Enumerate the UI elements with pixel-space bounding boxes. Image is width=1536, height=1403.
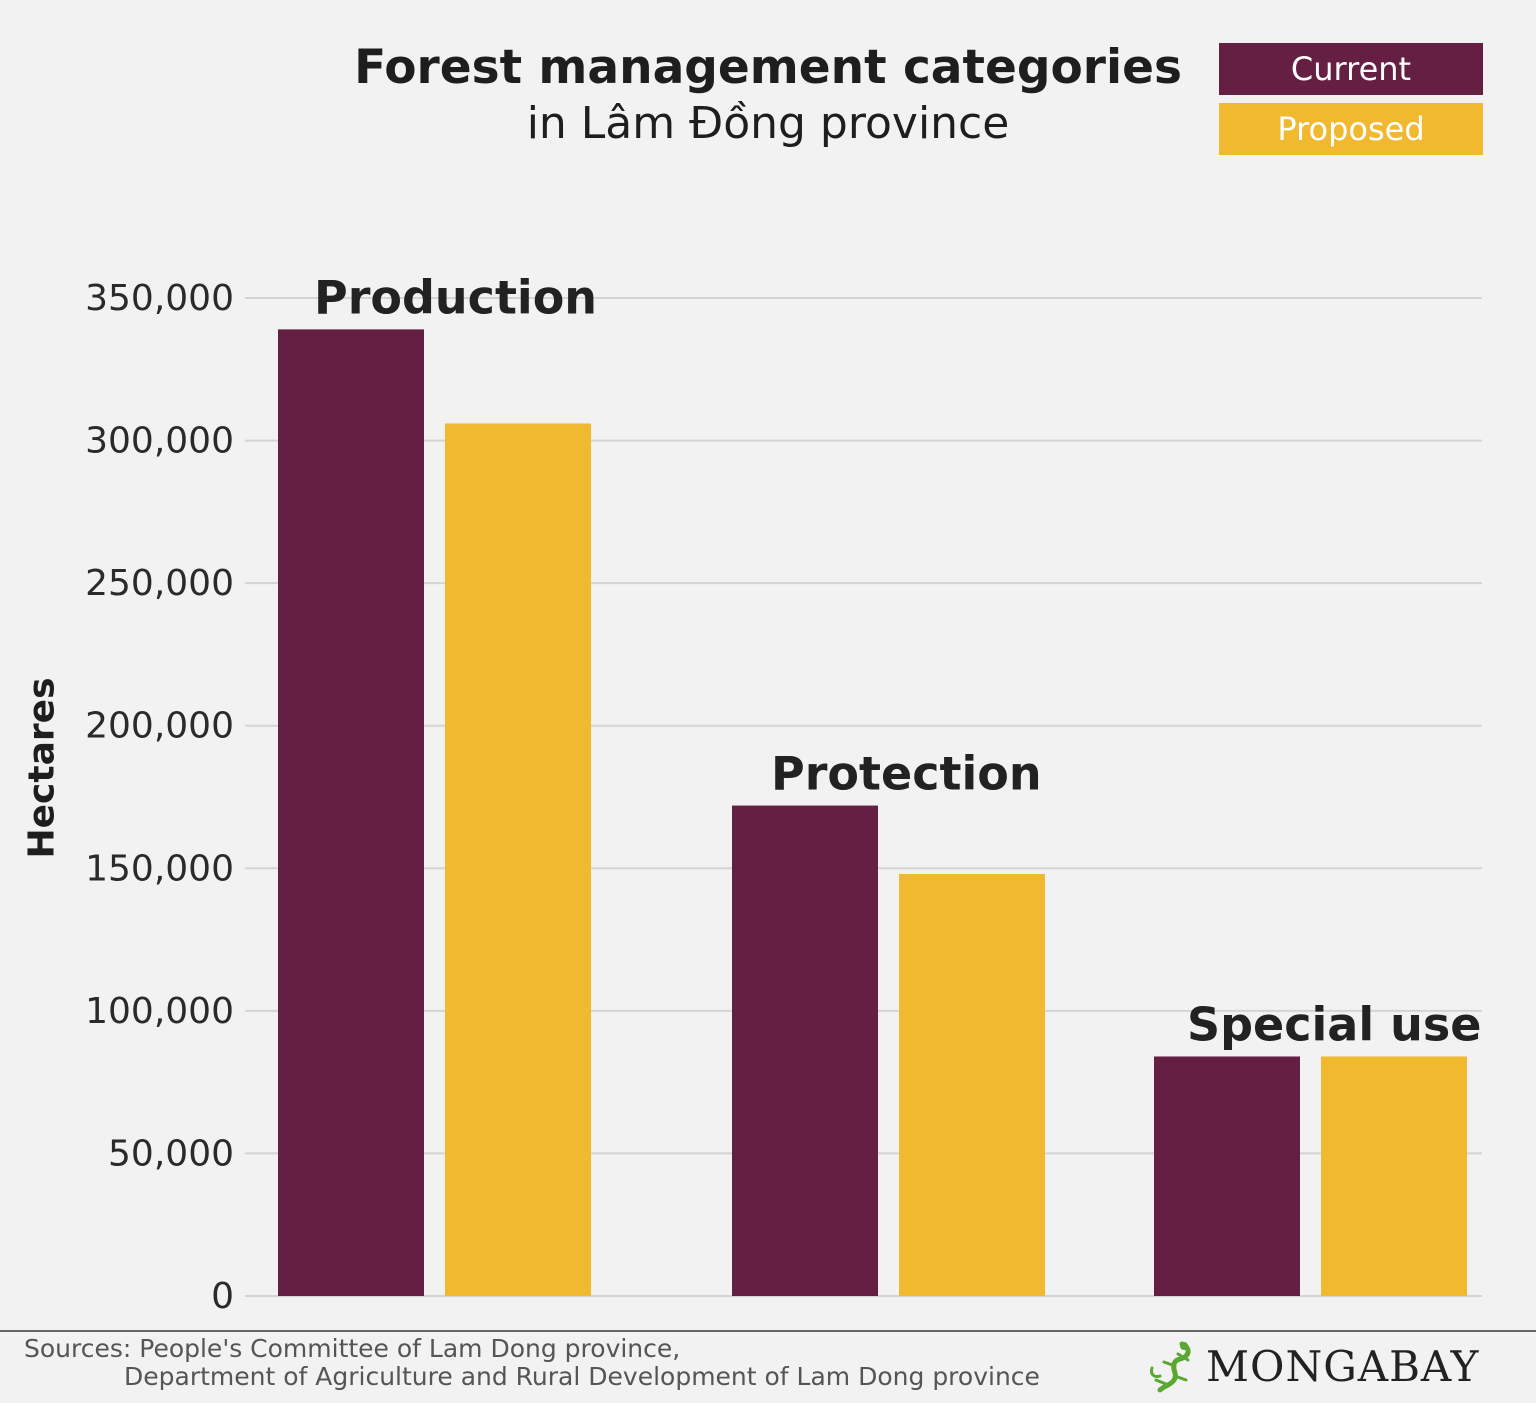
bar-production-current	[278, 329, 424, 1296]
category-label-production: Production	[314, 270, 597, 324]
footer-divider	[0, 1330, 1536, 1332]
mongabay-logo: MONGABAY	[1144, 1338, 1479, 1394]
source-line-1: Sources: People's Committee of Lam Dong …	[24, 1334, 681, 1363]
bar-protection-proposed	[899, 873, 1045, 1296]
y-tick-label-6: 300,000	[85, 421, 234, 462]
category-label-protection: Protection	[771, 747, 1042, 801]
bar-special-use-proposed	[1321, 1056, 1467, 1296]
chart-title: Forest management categories	[354, 40, 1182, 95]
bar-protection-current	[732, 805, 878, 1296]
chart-subtitle: in Lâm Đồng province	[526, 98, 1010, 149]
y-tick-label-7: 350,000	[85, 278, 234, 319]
gecko-icon	[1150, 1341, 1191, 1393]
bar-chart: 0 50,000 100,000 150,000 200,000 250,000 300,0…	[85, 270, 1482, 1317]
y-tick-label-5: 250,000	[85, 563, 234, 604]
source-line-2: Department of Agriculture and Rural Deve…	[124, 1362, 1040, 1391]
y-tick-label-3: 150,000	[85, 848, 234, 889]
y-tick-label-1: 50,000	[108, 1133, 234, 1174]
y-tick-label-4: 200,000	[85, 706, 234, 747]
bar-special-use-current	[1154, 1056, 1300, 1296]
bar-production-proposed	[445, 423, 591, 1296]
y-tick-label-2: 100,000	[85, 991, 234, 1032]
y-tick-label-0: 0	[211, 1276, 234, 1317]
category-label-special-use: Special use	[1187, 997, 1481, 1051]
logo-text: MONGABAY	[1206, 1341, 1480, 1391]
legend-current: Current	[1219, 43, 1483, 95]
legend-proposed: Proposed	[1219, 103, 1483, 155]
